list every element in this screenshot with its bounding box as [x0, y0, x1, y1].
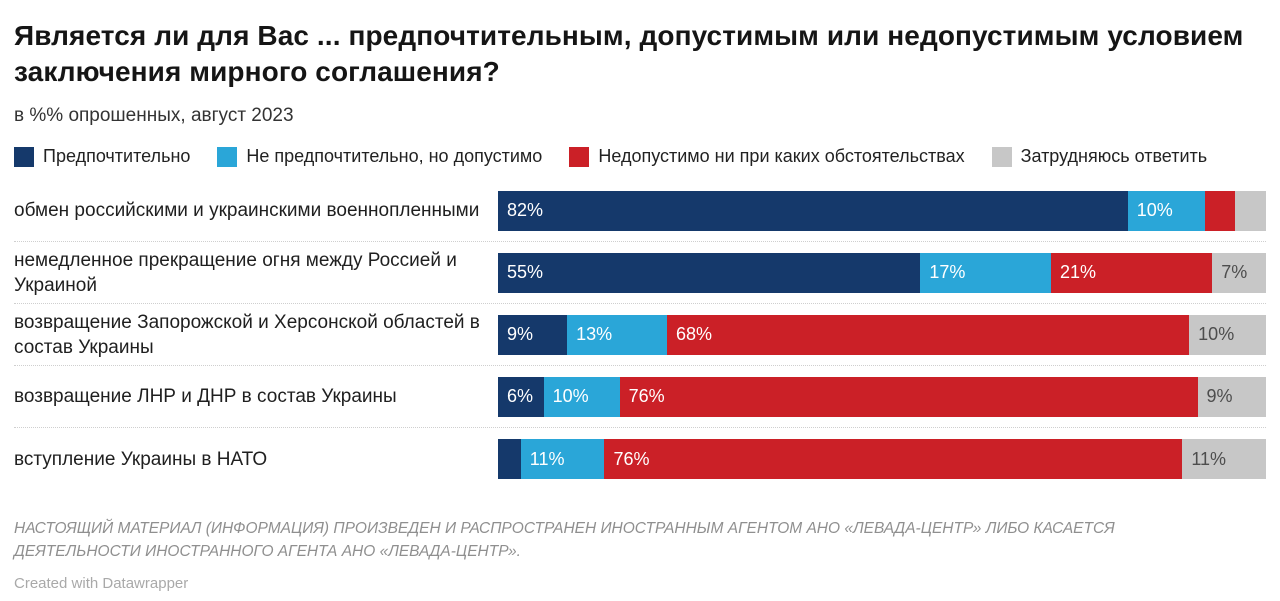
legend-swatch-icon: [991, 146, 1012, 167]
stacked-bar: 55% 17% 21% 7%: [498, 252, 1266, 293]
row-category-label: немедленное прекращение огня между Росси…: [14, 249, 457, 296]
legend-swatch-icon: [569, 146, 590, 167]
legend-item: Затрудняюсь ответить: [991, 146, 1208, 167]
chart-row: обмен российскими и украинскими военнопл…: [14, 180, 1266, 243]
bar-segment: 10%: [543, 376, 620, 417]
segment-value-label: 9%: [1206, 386, 1233, 407]
stacked-bar: 82% 10%: [498, 190, 1266, 231]
legend-swatch-icon: [14, 146, 34, 167]
stacked-bar: 9% 13% 68% 10%: [498, 314, 1266, 355]
legend-item: Предпочтительно: [14, 146, 190, 167]
legend-item: Недопустимо ни при каких обстоятельствах: [569, 146, 965, 167]
bar-segment: 21%: [1050, 252, 1213, 293]
legend-swatch-icon: [217, 146, 238, 167]
segment-value-label: 10%: [1198, 324, 1235, 345]
segment-value-label: 6%: [507, 386, 534, 407]
bar-segment: 9%: [1197, 376, 1266, 417]
segment-value-label: 11%: [1191, 448, 1227, 469]
bar-segment: 82%: [498, 190, 1128, 231]
stacked-bar-chart: обмен российскими и украинскими военнопл…: [14, 180, 1266, 490]
legend-item: Не предпочтительно, но допустимо: [217, 146, 542, 167]
bar-segment: 76%: [604, 439, 1183, 480]
foreign-agent-disclaimer: НАСТОЯЩИЙ МАТЕРИАЛ (ИНФОРМАЦИЯ) ПРОИЗВЕД…: [14, 520, 1115, 561]
segment-value-label: 76%: [613, 448, 650, 469]
segment-value-label: 10%: [1136, 200, 1173, 221]
stacked-bar: 6% 10% 76% 9%: [498, 376, 1266, 417]
bar-segment: 11%: [1182, 439, 1266, 480]
bar-segment: 68%: [666, 314, 1190, 355]
bar-segment: 10%: [1189, 314, 1266, 355]
segment-value-label: 11%: [529, 448, 565, 469]
chart-row: вступление Украины в НАТО 11% 76% 11%: [14, 428, 1266, 490]
segment-value-label: 55%: [507, 262, 544, 283]
chart-row: возвращение Запорожской и Херсонской обл…: [14, 304, 1266, 367]
chart-row: возвращение ЛНР и ДНР в состав Украины 6%…: [14, 366, 1266, 429]
legend-label: Недопустимо ни при каких обстоятельствах: [598, 146, 965, 167]
segment-value-label: 9%: [507, 324, 534, 345]
segment-value-label: 68%: [675, 324, 712, 345]
bar-segment: [1204, 190, 1236, 231]
segment-value-label: 7%: [1221, 262, 1248, 283]
legend-label: Затрудняюсь ответить: [1020, 146, 1208, 167]
bar-segment: 11%: [520, 439, 605, 480]
row-category-label: возвращение Запорожской и Херсонской обл…: [14, 311, 480, 358]
segment-value-label: 76%: [628, 386, 665, 407]
legend-label: Не предпочтительно, но допустимо: [246, 146, 543, 167]
segment-value-label: 82%: [507, 200, 544, 221]
row-category-label: вступление Украины в НАТО: [14, 448, 268, 470]
bar-segment: [1235, 190, 1266, 231]
segment-value-label: 13%: [576, 324, 613, 345]
bar-segment: 10%: [1127, 190, 1205, 231]
segment-value-label: 17%: [929, 262, 966, 283]
bar-segment: 55%: [498, 252, 921, 293]
row-category-label: возвращение ЛНР и ДНР в состав Украины: [14, 386, 397, 408]
chart-subtitle: в %% опрошенных, август 2023: [14, 105, 294, 127]
legend-label: Предпочтительно: [43, 146, 191, 167]
segment-value-label: 10%: [552, 386, 589, 407]
row-category-label: обмен российскими и украинскими военнопл…: [14, 200, 480, 222]
bar-segment: [498, 439, 521, 480]
bar-segment: 17%: [920, 252, 1051, 293]
bar-segment: 13%: [567, 314, 667, 355]
bar-segment: 6%: [498, 376, 544, 417]
segment-value-label: 21%: [1059, 262, 1096, 283]
bar-segment: 7%: [1212, 252, 1266, 293]
legend: Предпочтительно Не предпочтительно, но до…: [14, 146, 1266, 167]
bar-segment: 76%: [619, 376, 1198, 417]
bar-segment: 9%: [498, 314, 568, 355]
stacked-bar: 11% 76% 11%: [498, 439, 1266, 480]
chart-title: Является ли для Вас ... предпочтительным…: [14, 20, 1244, 87]
chart-row: немедленное прекращение огня между Росси…: [14, 242, 1266, 305]
datawrapper-credit: Created with Datawrapper: [14, 574, 189, 592]
